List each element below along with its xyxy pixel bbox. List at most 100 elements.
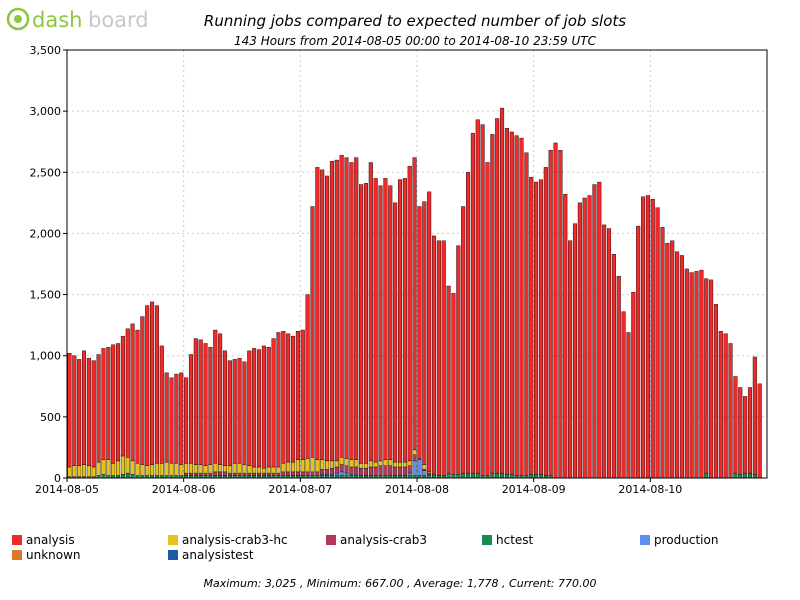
bar-production	[407, 472, 412, 476]
x-tick-label: 2014-08-06	[152, 483, 216, 496]
bar-analysis	[242, 361, 247, 465]
bar-analysis-crab3	[203, 472, 208, 476]
bar-analysis	[650, 198, 655, 479]
bar-analysis	[553, 142, 558, 479]
bar-analysis	[675, 251, 680, 479]
svg-text:board: board	[88, 8, 149, 32]
bar-analysis-crab3	[256, 472, 262, 476]
bar-analysis	[150, 301, 155, 465]
bar-analysis	[466, 172, 471, 474]
bar-analysis	[325, 175, 330, 462]
bar-analysis-crab3-hc	[188, 463, 193, 474]
bar-analysis	[305, 294, 310, 459]
bar-analysis-crab3-hc	[86, 465, 91, 477]
bar-analysis-crab3	[193, 472, 198, 476]
bar-hctest	[125, 472, 130, 479]
bar-analysis	[427, 191, 432, 473]
bar-production	[334, 472, 339, 476]
bar-analysis-crab3	[388, 465, 393, 476]
bar-analysis	[616, 276, 621, 479]
bar-analysis	[563, 194, 568, 479]
bar-analysis	[271, 338, 276, 468]
bar-analysis-crab3-hc	[295, 459, 300, 473]
x-tick-label: 2014-08-08	[385, 483, 449, 496]
bar-analysis-crab3-hc	[334, 460, 339, 468]
bar-analysis	[67, 353, 72, 468]
bar-analysis	[402, 178, 407, 463]
bar-analysis-crab3-hc	[354, 459, 359, 468]
bar-hctest	[466, 472, 471, 479]
legend-swatch	[482, 535, 492, 545]
bar-analysis-crab3	[208, 472, 213, 476]
bar-analysis-crab3	[393, 466, 398, 476]
bar-analysis-crab3-hc	[116, 460, 121, 476]
bar-analysis	[203, 343, 208, 466]
bar-analysis-crab3	[266, 472, 271, 476]
bar-analysis-crab3-hc	[359, 463, 364, 469]
bar-analysis	[159, 345, 164, 464]
bar-analysis	[397, 179, 403, 463]
bar-analysis	[713, 304, 718, 479]
bar-analysis	[393, 202, 398, 463]
bar-analysis	[286, 333, 291, 463]
bar-analysis-crab3-hc	[339, 457, 344, 465]
bar-production	[417, 459, 422, 476]
bar-analysis-crab3	[354, 466, 359, 475]
bar-analysis	[728, 343, 733, 479]
bar-hctest	[101, 474, 106, 479]
bar-analysis-crab3-hc	[77, 465, 82, 477]
y-tick-label: 0	[54, 472, 61, 485]
bar-analysis-crab3-hc	[150, 464, 155, 476]
bar-analysis	[757, 383, 762, 479]
bar-analysis	[96, 354, 101, 463]
bar-analysis	[111, 344, 116, 464]
bar-analysis	[106, 346, 111, 460]
bar-analysis-crab3-hc	[305, 458, 310, 473]
bar-analysis	[198, 339, 203, 465]
chart-title: Running jobs compared to expected number…	[203, 12, 627, 30]
bar-analysis	[534, 181, 539, 475]
bar-analysis-crab3-hc	[368, 460, 373, 468]
legend-item-analysis-crab3: analysis-crab3	[326, 533, 427, 547]
bar-analysis	[378, 185, 383, 462]
bar-analysis-crab3-hc	[407, 460, 412, 466]
bar-analysis-crab3-hc	[135, 463, 140, 476]
bar-analysis-crab3-hc	[349, 459, 354, 468]
bar-analysis-crab3-hc	[169, 463, 174, 476]
bar-analysis-crab3-hc	[218, 464, 223, 473]
legend-label: hctest	[496, 533, 534, 547]
bar-analysis-crab3	[237, 472, 242, 476]
bar-analysis	[538, 179, 543, 475]
bar-analysis	[116, 343, 121, 462]
bar-analysis	[276, 332, 281, 468]
svg-text:dash: dash	[32, 8, 82, 32]
bar-analysis-crab3	[368, 466, 373, 476]
legend-swatch	[326, 535, 336, 545]
bar-analysis-crab3-hc	[286, 461, 291, 473]
bar-analysis-crab3-hc	[208, 464, 213, 474]
bar-analysis-crab3	[242, 472, 247, 476]
bar-analysis-crab3-hc	[397, 461, 403, 468]
x-tick-label: 2014-08-07	[268, 483, 332, 496]
bar-analysis-crab3-hc	[96, 461, 101, 476]
bar-analysis	[529, 176, 534, 475]
bar-analysis-crab3	[339, 464, 344, 473]
y-tick-label: 3,500	[30, 44, 62, 57]
bar-analysis	[626, 332, 631, 479]
legend-swatch	[12, 550, 22, 560]
bar-analysis-crab3	[378, 465, 383, 476]
bar-analysis	[320, 169, 325, 460]
bar-analysis-crab3-hc	[271, 466, 276, 474]
bar-analysis	[470, 132, 475, 474]
bar-analysis	[660, 227, 665, 479]
bar-analysis	[587, 195, 592, 479]
bar-analysis-crab3-hc	[388, 459, 393, 466]
bar-analysis	[679, 255, 684, 479]
bar-analysis	[417, 206, 422, 458]
bar-analysis-crab3	[198, 472, 203, 476]
bar-analysis-crab3-hc	[393, 461, 398, 468]
bar-analysis-crab3	[227, 472, 232, 476]
bar-hctest	[461, 472, 466, 479]
bar-analysis	[86, 357, 91, 466]
